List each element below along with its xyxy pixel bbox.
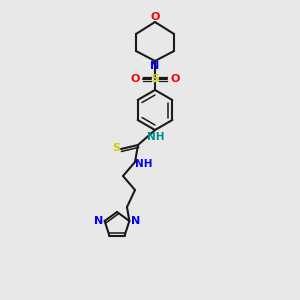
Text: O: O: [170, 74, 180, 84]
Text: N: N: [150, 61, 160, 71]
Text: S: S: [151, 74, 159, 84]
Text: O: O: [150, 12, 160, 22]
Text: N: N: [94, 216, 103, 226]
Text: N: N: [131, 216, 140, 226]
Text: NH: NH: [147, 133, 164, 142]
Text: S: S: [112, 143, 120, 153]
Text: NH: NH: [135, 159, 153, 169]
Text: O: O: [130, 74, 140, 84]
